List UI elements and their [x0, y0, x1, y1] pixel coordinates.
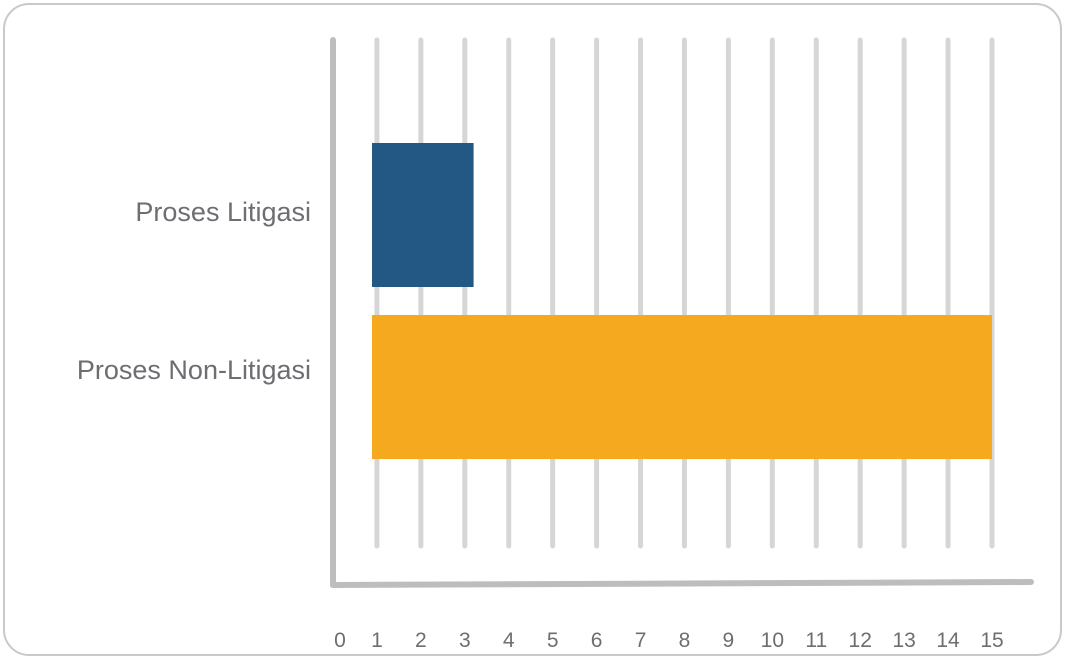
x-tick-label: 5	[547, 629, 559, 652]
axes	[330, 37, 1034, 588]
category-label: Proses Non-Litigasi	[77, 355, 311, 385]
x-tick-label: 1	[371, 629, 383, 652]
x-tick-label: 15	[980, 629, 1003, 652]
category-labels: Proses Litigasi Proses Non-Litigasi	[77, 197, 311, 385]
x-tick-label: 0	[334, 629, 346, 652]
x-tick-label: 10	[761, 629, 784, 652]
x-tick-label: 7	[635, 629, 647, 652]
x-tick-label: 6	[591, 629, 603, 652]
x-tick-label: 8	[679, 629, 691, 652]
x-axis-line	[330, 579, 1034, 588]
x-tick-labels: 0 1 2 3 4 5 6 7 8 9 10 11 12 13 14 15	[334, 629, 1004, 652]
category-label: Proses Litigasi	[135, 197, 311, 227]
gridlines	[374, 37, 995, 549]
bar-proses-litigasi	[372, 143, 474, 287]
bars	[372, 143, 992, 459]
x-tick-label: 2	[415, 629, 427, 652]
x-tick-label: 13	[892, 629, 915, 652]
bar-proses-non-litigasi	[372, 315, 992, 459]
x-tick-label: 12	[849, 629, 872, 652]
x-tick-label: 3	[459, 629, 471, 652]
x-tick-label: 11	[805, 629, 827, 652]
x-tick-label: 14	[936, 629, 960, 652]
x-tick-label: 4	[503, 629, 515, 652]
x-tick-label: 9	[723, 629, 735, 652]
